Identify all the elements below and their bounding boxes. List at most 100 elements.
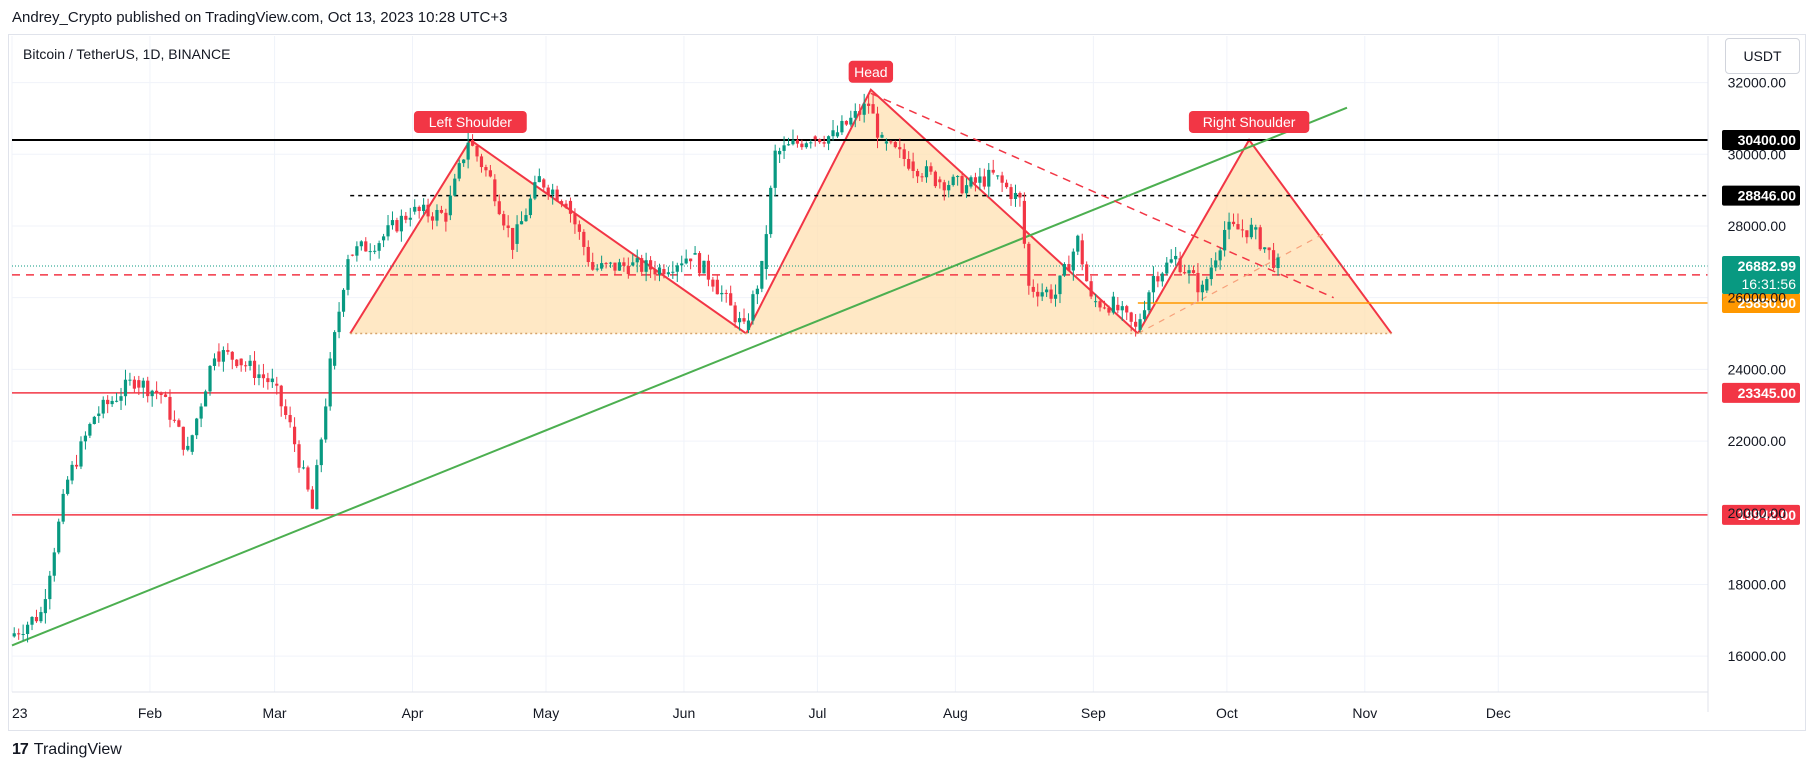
candle-up (1254, 227, 1258, 230)
candle-up (1169, 259, 1173, 263)
candle-down (546, 187, 550, 195)
candle-up (1013, 192, 1018, 199)
candle-down (1156, 276, 1160, 282)
candle-up (341, 289, 346, 312)
candle-up (368, 251, 372, 253)
candle-down (1231, 221, 1236, 225)
candle-down (252, 360, 257, 378)
candle-down (106, 399, 110, 405)
candle-up (39, 612, 43, 622)
candle-up (524, 215, 528, 222)
candle-down (1004, 182, 1009, 188)
candle-up (324, 406, 328, 440)
candles (12, 93, 1280, 643)
candle-up (666, 272, 670, 275)
candle-up (755, 288, 759, 295)
footer-brand[interactable]: 17 TradingView (12, 741, 122, 759)
head-outline (745, 88, 1139, 335)
pattern-label-bg (413, 110, 527, 133)
candle-down (715, 279, 719, 295)
candle-down (622, 262, 626, 266)
candle-down (310, 489, 314, 509)
y-tick-label: 20000.00 (1728, 505, 1787, 521)
candle-down (34, 616, 39, 622)
candle-up (386, 225, 390, 237)
candle-up (809, 142, 813, 144)
countdown-label: 16:31:56 (1742, 276, 1797, 292)
candle-up (1138, 319, 1142, 330)
candle-down (697, 253, 702, 274)
candle-down (929, 166, 933, 172)
candle-down (973, 177, 978, 183)
candle-down (858, 111, 862, 115)
candle-up (1205, 279, 1209, 291)
candle-up (88, 423, 92, 436)
candle-down (1027, 243, 1031, 286)
candle-down (626, 265, 630, 275)
x-tick-label: Nov (1352, 705, 1377, 721)
candle-up (83, 435, 88, 442)
candle-down (915, 171, 920, 177)
candle-up (435, 209, 439, 221)
candle-up (355, 246, 359, 256)
candle-up (769, 187, 773, 235)
candle-down (1102, 307, 1107, 309)
candle-up (1174, 255, 1178, 260)
price-level-badge (1722, 129, 1800, 150)
right-shoulder-fill (1137, 139, 1392, 334)
price-level-label: 23345.00 (1738, 385, 1797, 401)
y-tick-label: 22000.00 (1728, 433, 1787, 449)
currency-button[interactable]: USDT (1725, 38, 1800, 74)
candle-up (21, 634, 25, 636)
candle-up (57, 521, 61, 553)
current-price-label: 26882.99 (1738, 258, 1797, 274)
candle-up (48, 575, 52, 600)
downtrend-line (870, 92, 1334, 299)
candle-up (1058, 275, 1062, 295)
candle-up (114, 400, 119, 402)
candle-up (533, 182, 537, 199)
candle-down (470, 139, 475, 146)
candle-down (261, 374, 266, 379)
pattern-label-bg (848, 60, 894, 83)
chart-frame (8, 34, 1806, 731)
candle-up (346, 259, 350, 290)
candle-down (17, 633, 21, 635)
candle-up (746, 320, 751, 330)
candle-down (867, 103, 871, 106)
candle-up (778, 150, 782, 155)
candle-up (840, 120, 844, 133)
candle-down (729, 293, 733, 306)
x-tick-label: May (533, 705, 559, 721)
candle-down (902, 149, 906, 159)
candle-up (1040, 292, 1044, 297)
candle-down (426, 204, 430, 217)
candle-up (1151, 275, 1156, 293)
candle-up (862, 103, 866, 115)
price-level-lines: 30400.0028846.0026636.0025850.0023345.00… (12, 129, 1800, 525)
candle-down (920, 176, 924, 178)
candle-down (1182, 272, 1187, 274)
candle-up (1200, 284, 1204, 293)
candle-up (595, 268, 599, 270)
candle-up (1218, 250, 1222, 261)
candle-down (181, 426, 185, 450)
price-level-badge (1722, 185, 1800, 206)
candle-down (493, 179, 497, 202)
candle-up (1045, 289, 1049, 293)
candle-down (591, 262, 595, 270)
candle-up (680, 263, 684, 266)
candle-up (221, 350, 225, 362)
candle-down (1067, 264, 1071, 271)
candle-up (270, 378, 274, 383)
candle-down (506, 225, 510, 228)
candle-up (190, 435, 194, 452)
candle-down (1080, 240, 1084, 265)
candle-down (484, 167, 488, 171)
candle-up (804, 143, 808, 148)
candle-down (813, 136, 817, 140)
x-tick-label: Feb (138, 705, 162, 721)
candle-up (92, 416, 96, 424)
candle-down (292, 426, 297, 445)
